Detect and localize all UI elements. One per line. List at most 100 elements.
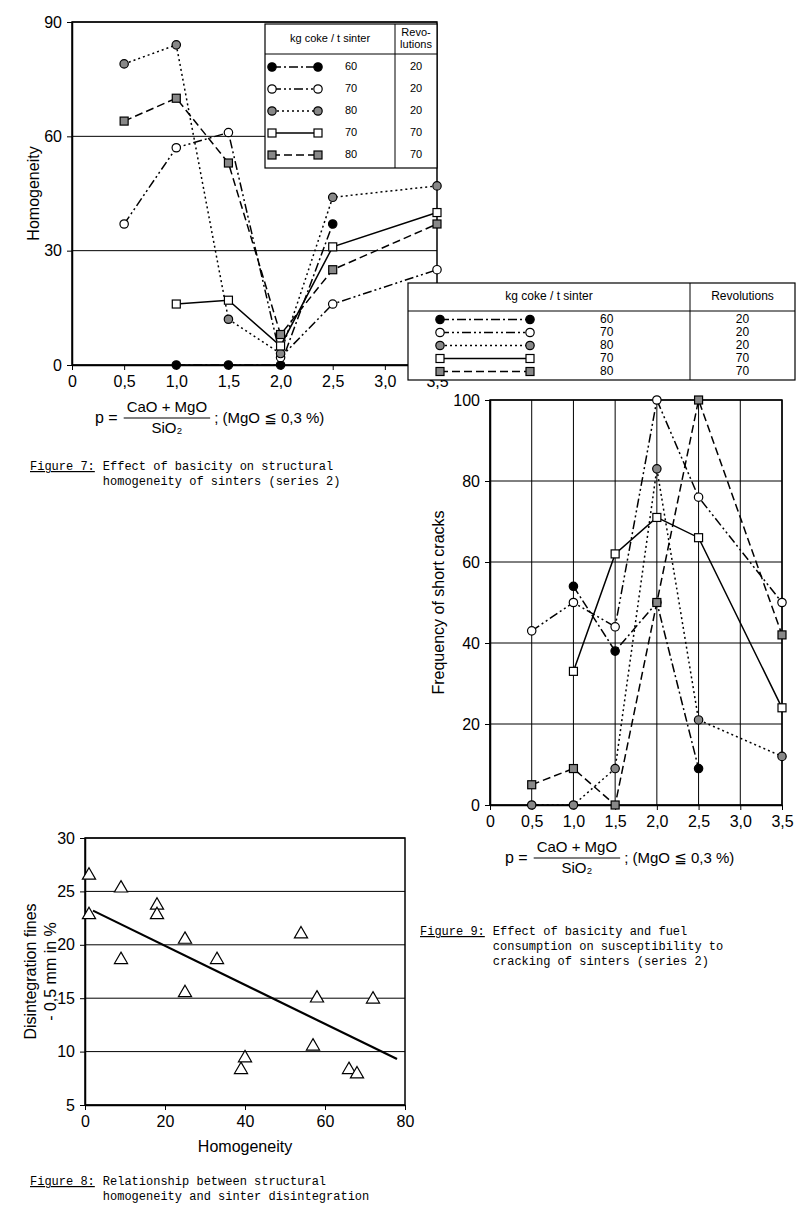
data-point (778, 598, 786, 606)
data-point (433, 266, 441, 274)
tick-mark (485, 562, 490, 563)
legend-marker (436, 328, 444, 336)
data-point (329, 266, 337, 274)
tick: 25 (57, 883, 85, 900)
y-axis: 51015202530 (57, 830, 85, 1114)
data-point (224, 315, 232, 323)
grid-line (615, 400, 616, 805)
caption: consumption on susceptibility to (493, 940, 723, 954)
tick-label: 2,5 (688, 813, 710, 830)
legend-marker (436, 368, 444, 376)
data-point (528, 781, 536, 789)
legend-marker (436, 341, 444, 349)
axis-title: CaO + MgO (127, 398, 207, 415)
tick-label: 20 (462, 716, 480, 733)
tick: 40 (462, 635, 490, 652)
data-point (329, 300, 337, 308)
data-point (224, 159, 232, 167)
tick-label: 20 (57, 936, 75, 953)
data-point (569, 765, 577, 773)
series (82, 868, 379, 1078)
data-point (306, 1039, 319, 1050)
grid (72, 22, 437, 365)
data-point (150, 907, 163, 918)
tick-label: 3,5 (771, 813, 793, 830)
tick-mark (657, 805, 658, 810)
axis-title: Homogeneity (25, 146, 42, 240)
caption: homogeneity of sinters (series 2) (103, 475, 341, 489)
tick-label: 1,0 (166, 373, 188, 390)
legend-swatch (272, 132, 318, 134)
tick-label: 0 (471, 797, 480, 814)
legend-header: kg coke / t sinter (505, 289, 592, 303)
legend-marker (436, 315, 444, 323)
data-point (653, 465, 661, 473)
tick-mark (333, 365, 334, 370)
legend-header: Revo- (401, 26, 431, 38)
data-point (569, 801, 577, 809)
tick-label: 2,0 (646, 813, 668, 830)
data-point (114, 952, 127, 963)
data-point (172, 144, 180, 152)
tick-label: 0,5 (114, 373, 136, 390)
data-point (82, 868, 95, 879)
tick-mark (80, 1105, 85, 1106)
tick-label: 30 (44, 242, 62, 259)
legend-marker (526, 315, 534, 323)
data-point (433, 220, 441, 228)
caption: cracking of sinters (series 2) (493, 955, 709, 969)
data-point (172, 361, 180, 369)
tick-label: 80 (462, 473, 480, 490)
legend-marker (314, 151, 322, 159)
tick: 0 (486, 805, 495, 830)
tick-label: 3,0 (374, 373, 396, 390)
tick-mark (485, 805, 490, 806)
data-point (653, 513, 661, 521)
legend-label: 70 (345, 82, 357, 94)
x-axis: 00,51,01,52,02,53,03,5 (68, 365, 449, 390)
legend-swatch (272, 66, 318, 68)
tick-mark (72, 365, 73, 370)
tick-label: 80 (397, 1113, 415, 1130)
series (528, 465, 787, 810)
legend-label: 20 (736, 325, 750, 339)
grid-line (490, 562, 782, 563)
tick-label: 0,5 (521, 813, 543, 830)
series-line (93, 911, 397, 1059)
data-point (329, 220, 337, 228)
series (569, 582, 703, 773)
tick-label: 2,5 (322, 373, 344, 390)
data-point (114, 881, 127, 892)
chart: 00,51,01,52,02,53,03,50306090Homogeneity… (25, 14, 449, 489)
tick-mark (405, 1105, 406, 1110)
tick-mark (124, 365, 125, 370)
grid-line (85, 998, 405, 999)
tick: 15 (57, 990, 85, 1007)
tick-label: 90 (44, 14, 62, 31)
caption: homogeneity and sinter disintegration (103, 1190, 369, 1204)
legend-label: 80 (345, 104, 357, 116)
legend-marker (268, 85, 276, 93)
tick-mark (782, 805, 783, 810)
series-line (532, 400, 782, 631)
tick-label: 60 (462, 554, 480, 571)
data-point (695, 396, 703, 404)
data-point (653, 598, 661, 606)
tick: 3,0 (374, 365, 396, 390)
tick-label: 0 (81, 1113, 90, 1130)
tick-mark (490, 805, 491, 810)
legend-marker (526, 328, 534, 336)
legend-label: 70 (410, 148, 422, 160)
data-point (695, 534, 703, 542)
legend-label: 80 (600, 364, 614, 378)
legend-marker (526, 355, 534, 363)
grid-line (85, 944, 405, 945)
legend-label: 70 (345, 126, 357, 138)
data-point (82, 907, 95, 918)
tick-mark (67, 251, 72, 252)
legend-swatch (440, 345, 530, 347)
legend-marker (268, 151, 276, 159)
axis-title: Disintegration fines (22, 903, 39, 1039)
data-point (611, 550, 619, 558)
tick: 3,5 (771, 805, 793, 830)
